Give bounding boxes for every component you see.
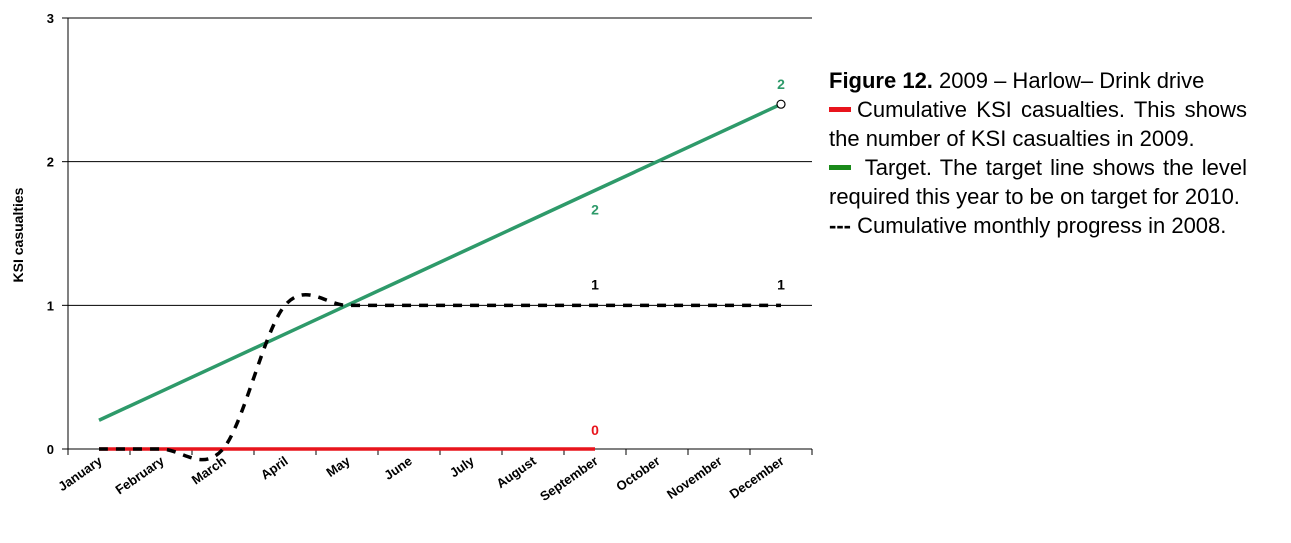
ksi-end-label: 0 — [591, 422, 599, 438]
series-lines — [98, 99, 786, 462]
target-end-marker — [776, 99, 786, 109]
figure-caption: Figure 12. 2009 – Harlow– Drink drive Cu… — [829, 66, 1247, 240]
x-tick-labels: January February March April May June July Augu… — [55, 453, 786, 504]
data-label: 2 — [591, 201, 599, 217]
legend-text-progress: Cumulative monthly progress in 2008. — [850, 213, 1227, 238]
x-tick-label: December — [727, 453, 787, 501]
x-tick-label: May — [323, 453, 353, 480]
y-tick-label: 2 — [47, 155, 54, 170]
x-tick-label: January — [55, 453, 105, 494]
dashed-key: --- — [829, 213, 851, 238]
data-label: 1 — [591, 276, 599, 292]
y-axis-label: KSI casualties — [10, 187, 26, 282]
legend-item-ksi: Cumulative KSI casualties. This shows th… — [829, 95, 1247, 153]
x-tick-label: October — [613, 453, 662, 494]
y-tick-label: 3 — [47, 11, 54, 26]
legend-text-ksi: Cumulative KSI casualties. This shows th… — [829, 97, 1247, 151]
x-tick-label: March — [189, 453, 229, 487]
data-labels: 0 2 2 1 1 — [591, 76, 785, 438]
y-tick-label: 0 — [47, 442, 54, 457]
series-target-line — [98, 102, 782, 422]
x-tick-label: August — [493, 453, 539, 491]
legend-item-target: Target. The target line shows the level … — [829, 153, 1247, 211]
red-swatch-icon — [829, 106, 851, 112]
figure-number: Figure 12. — [829, 68, 933, 93]
y-tick-labels: 0 1 2 3 — [47, 11, 54, 457]
x-tick-label: July — [447, 453, 478, 481]
x-tick-label: September — [537, 453, 601, 504]
x-tick-label: April — [258, 453, 291, 482]
green-swatch-icon — [829, 164, 851, 170]
caption-title: Figure 12. 2009 – Harlow– Drink drive — [829, 66, 1247, 95]
legend-text-target: Target. The target line shows the level … — [829, 155, 1247, 209]
y-tick-label: 1 — [47, 298, 54, 313]
series-progress-line — [99, 293, 781, 462]
x-tick-label: November — [664, 453, 725, 502]
figure-title: 2009 – Harlow– Drink drive — [932, 68, 1205, 93]
data-label: 2 — [777, 76, 785, 92]
axes — [62, 17, 813, 455]
data-label: 1 — [777, 276, 785, 292]
x-tick-label: February — [113, 453, 168, 498]
x-tick-label: June — [381, 453, 414, 483]
legend-item-progress: --- Cumulative monthly progress in 2008. — [829, 211, 1247, 240]
